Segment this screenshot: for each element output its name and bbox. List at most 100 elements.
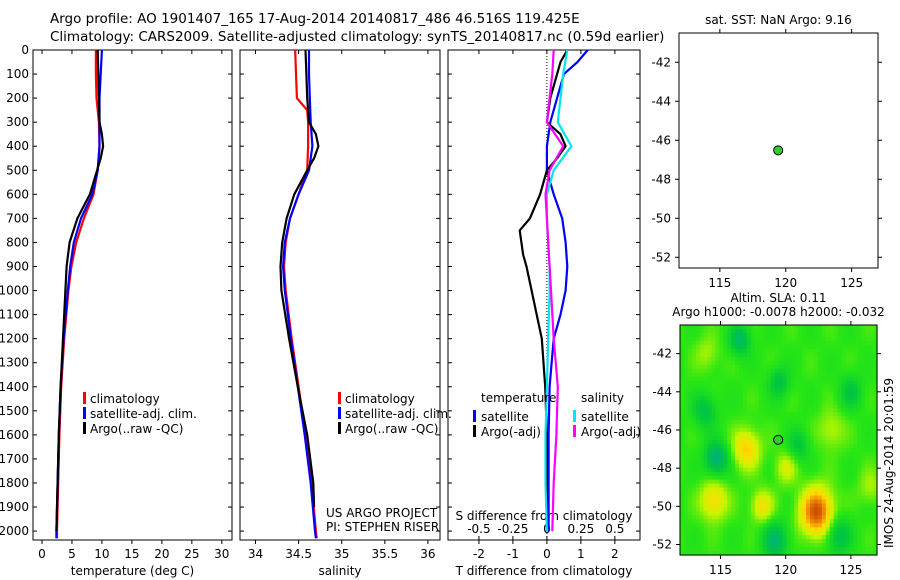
heatmap-cell [727, 539, 732, 544]
heatmap-cell [813, 440, 819, 445]
heatmap-cell [786, 384, 791, 390]
heatmap-cell [746, 515, 752, 520]
heatmap-cell [845, 487, 851, 493]
heatmap-cell [778, 535, 784, 540]
heatmap-cell [746, 352, 752, 358]
heatmap-cell [845, 416, 851, 421]
heatmap-cell [786, 340, 791, 346]
heatmap-cell [813, 380, 819, 386]
heatmap-cell [802, 495, 807, 501]
heatmap-cell [723, 487, 728, 493]
heatmap-cell [806, 507, 811, 512]
heatmap-cell [857, 432, 862, 437]
heatmap-cell [743, 388, 748, 394]
heatmap-cell [719, 523, 724, 528]
heatmap-cell [683, 479, 689, 485]
heatmap-cell [794, 428, 799, 433]
heatmap-cell [774, 392, 780, 397]
heatmap-cell [750, 332, 756, 338]
heatmap-cell [687, 483, 693, 489]
heatmap-cell [711, 356, 717, 362]
heatmap-cell [798, 531, 803, 536]
heatmap-cell [873, 499, 878, 505]
heatmap-cell [739, 348, 744, 354]
heatmap-cell [731, 432, 736, 437]
heatmap-cell [790, 451, 795, 457]
heatmap-cell [861, 507, 866, 512]
heatmap-cell [841, 416, 847, 421]
heatmap-cell [707, 348, 713, 354]
heatmap-cell [833, 455, 839, 461]
heatmap-cell [829, 479, 835, 485]
heatmap-cell [735, 531, 740, 536]
heatmap-cell [735, 328, 740, 334]
x-tick-label: 34 [248, 547, 263, 561]
heatmap-cell [790, 388, 795, 394]
heatmap-cell [869, 372, 874, 378]
heatmap-cell [770, 348, 776, 354]
heatmap-cell [683, 336, 689, 342]
heatmap-cell [845, 491, 851, 497]
heatmap-cell [762, 447, 768, 453]
heatmap-cell [695, 535, 701, 540]
heatmap-cell [727, 499, 732, 505]
heatmap-cell [750, 360, 756, 366]
heatmap-cell [833, 463, 839, 469]
heatmap-cell [766, 360, 772, 366]
heatmap-cell [837, 475, 843, 481]
heatmap-cell [762, 368, 768, 374]
heatmap-cell [841, 491, 847, 497]
heatmap-cell [770, 515, 776, 520]
heatmap-cell [680, 428, 685, 433]
heatmap-cell [715, 372, 720, 378]
heatmap-cell [680, 515, 685, 520]
heatmap-cell [758, 479, 764, 485]
heatmap-cell [743, 360, 748, 366]
heatmap-cell [746, 463, 752, 469]
heatmap-cell [739, 459, 744, 465]
heatmap-cell [778, 511, 784, 516]
heatmap-cell [711, 384, 717, 390]
heatmap-cell [853, 479, 858, 485]
heatmap-cell [833, 325, 839, 330]
legend-label: Argo(..raw -QC) [345, 422, 438, 436]
heatmap-cell [782, 400, 787, 405]
legend-label: climatology [345, 392, 415, 406]
heatmap-cell [691, 487, 697, 493]
heatmap-cell [735, 507, 740, 512]
heatmap-cell [680, 459, 685, 465]
heatmap-cell [849, 507, 854, 512]
heatmap-cell [687, 384, 693, 390]
heatmap-cell [778, 551, 784, 556]
heatmap-cell [680, 483, 685, 489]
heatmap-cell [802, 372, 807, 378]
heatmap-cell [833, 408, 839, 413]
heatmap-cell [735, 471, 740, 477]
heatmap-cell [711, 487, 717, 493]
heatmap-cell [873, 503, 878, 509]
heatmap-cell [841, 515, 847, 520]
heatmap-cell [833, 400, 839, 405]
heatmap-cell [782, 487, 787, 493]
heatmap-cell [853, 392, 858, 397]
heatmap-cell [861, 531, 866, 536]
heatmap-cell [857, 428, 862, 433]
heatmap-cell [754, 531, 760, 536]
heatmap-cell [703, 527, 709, 532]
heatmap-cell [857, 475, 862, 481]
heatmap-cell [746, 443, 752, 449]
heatmap-cell [711, 380, 717, 386]
heatmap-cell [711, 523, 717, 528]
heatmap-cell [719, 408, 724, 413]
heatmap-cell [727, 495, 732, 501]
heatmap-cell [711, 495, 717, 501]
heatmap-cell [731, 364, 736, 370]
heatmap-cell [837, 376, 843, 382]
heatmap-cell [703, 547, 709, 552]
heatmap-cell [833, 483, 839, 489]
heatmap-cell [719, 519, 724, 524]
heatmap-cell [829, 455, 835, 461]
heatmap-cell [857, 551, 862, 556]
heatmap-cell [865, 511, 870, 516]
heatmap-cell [810, 551, 815, 556]
